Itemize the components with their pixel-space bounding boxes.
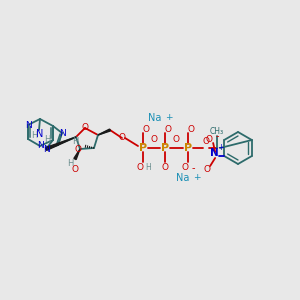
Text: O: O (202, 137, 209, 146)
Text: O: O (74, 145, 82, 154)
Text: P: P (184, 143, 192, 153)
Text: H: H (72, 137, 78, 146)
Text: +: + (217, 142, 224, 152)
Text: O: O (142, 124, 149, 134)
Text: +: + (193, 173, 201, 182)
Text: O: O (71, 164, 79, 173)
Text: H: H (67, 160, 73, 169)
Text: O: O (164, 124, 172, 134)
Text: O: O (151, 136, 158, 145)
Text: Na: Na (176, 173, 190, 183)
Text: N: N (43, 145, 50, 154)
Text: O: O (204, 166, 211, 175)
Text: P: P (161, 143, 169, 153)
Text: N: N (37, 142, 44, 151)
Text: N: N (210, 148, 218, 158)
Polygon shape (45, 137, 76, 150)
Text: N: N (25, 121, 32, 130)
Text: O: O (161, 163, 169, 172)
Text: O: O (82, 124, 88, 133)
Text: O: O (206, 134, 213, 143)
Text: O: O (118, 134, 125, 142)
Text: O: O (172, 136, 179, 145)
Text: -: - (191, 163, 195, 173)
Text: H: H (44, 134, 50, 143)
Polygon shape (98, 129, 110, 135)
Text: O: O (136, 163, 143, 172)
Text: O: O (182, 163, 188, 172)
Text: N: N (36, 129, 44, 139)
Text: -: - (215, 131, 219, 141)
Polygon shape (74, 149, 80, 160)
Text: N: N (58, 128, 65, 137)
Text: P: P (139, 143, 147, 153)
Text: O: O (188, 124, 194, 134)
Text: Na: Na (148, 113, 162, 123)
Text: H: H (145, 164, 151, 172)
Text: CH₃: CH₃ (210, 127, 224, 136)
Text: H: H (31, 130, 37, 140)
Text: +: + (165, 113, 173, 122)
